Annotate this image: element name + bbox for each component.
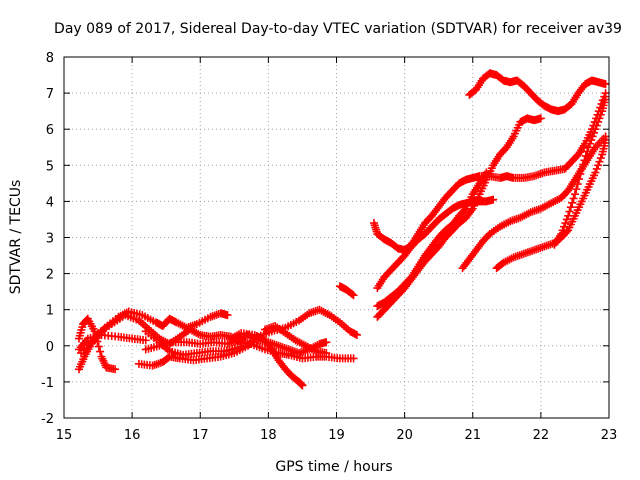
x-tick-label: 16: [124, 428, 141, 443]
data-point-t14: [460, 206, 469, 215]
y-tick-label: 0: [46, 340, 54, 355]
x-tick-label: 21: [464, 428, 481, 443]
data-point-t18: [591, 125, 600, 134]
data-point-t10: [348, 290, 357, 299]
data-point-t1: [111, 365, 120, 374]
y-tick-label: 4: [46, 195, 54, 210]
x-tick-label: 17: [192, 428, 209, 443]
data-point-t18: [558, 226, 567, 235]
data-point-t14: [482, 168, 491, 177]
data-point-t18: [588, 132, 597, 141]
data-point-t18: [569, 194, 578, 203]
data-point-t18: [594, 117, 603, 126]
data-point-t18: [562, 215, 571, 224]
y-tick-label: 1: [46, 304, 54, 319]
data-point-t18: [579, 160, 588, 169]
data-point-t1: [94, 342, 103, 351]
data-points: [74, 69, 610, 390]
data-point-t18: [596, 110, 605, 119]
y-tick-label: 3: [46, 232, 54, 247]
data-point-t8: [298, 381, 307, 390]
data-point-t18: [575, 175, 584, 184]
data-point-t18: [576, 169, 585, 178]
data-point-t3: [223, 311, 232, 320]
data-point-t16: [594, 161, 603, 170]
data-point-t5: [352, 330, 361, 339]
y-axis-label: SDTVAR / TECUs: [8, 180, 24, 295]
x-tick-label: 19: [328, 428, 345, 443]
data-point-t18: [590, 128, 599, 137]
x-tick-label: 18: [260, 428, 277, 443]
y-tick-label: 2: [46, 268, 54, 283]
data-point-t18: [580, 156, 589, 165]
data-point-t18: [601, 92, 610, 101]
data-point-t18: [595, 114, 604, 123]
data-point-t18: [566, 203, 575, 212]
data-point-t13: [467, 206, 476, 215]
x-tick-label: 15: [56, 428, 73, 443]
x-tick-label: 22: [533, 428, 550, 443]
data-point-t6: [349, 354, 358, 363]
chart-title: Day 089 of 2017, Sidereal Day-to-day VTE…: [54, 21, 622, 37]
data-point-t2: [141, 336, 150, 345]
data-point-t18: [587, 136, 596, 145]
y-tick-label: 8: [46, 51, 54, 66]
data-point-t18: [581, 151, 590, 160]
y-tick-label: 6: [46, 123, 54, 138]
y-tick-label: -1: [41, 376, 54, 391]
data-point-t16: [595, 157, 604, 166]
y-tick-label: 5: [46, 159, 54, 174]
data-point-t18: [585, 139, 594, 148]
y-tick-label: -2: [41, 412, 54, 427]
data-point-t7: [322, 338, 331, 347]
data-point-t18: [573, 180, 582, 189]
x-tick-label: 23: [601, 428, 618, 443]
data-point-t13: [536, 114, 545, 123]
data-point-t18: [561, 219, 570, 228]
data-point-t18: [584, 143, 593, 152]
data-point-t1: [96, 347, 105, 356]
x-tick-label: 20: [396, 428, 413, 443]
data-point-t18: [583, 147, 592, 156]
y-tick-label: 7: [46, 87, 54, 102]
data-point-t18: [572, 185, 581, 194]
data-point-t9: [322, 349, 331, 358]
data-point-t18: [577, 164, 586, 173]
x-axis-label: GPS time / hours: [275, 459, 392, 475]
grid: [64, 57, 609, 418]
data-point-t18: [564, 211, 573, 220]
data-point-t12: [489, 195, 498, 204]
data-point-t18: [568, 198, 577, 207]
data-point-t16: [592, 164, 601, 173]
data-point-t10: [349, 291, 358, 300]
data-point-t16: [601, 136, 610, 145]
plot-area-border: [63, 56, 610, 419]
data-point-t18: [570, 190, 579, 199]
data-point-t18: [565, 207, 574, 216]
data-point-t18: [560, 222, 569, 231]
data-point-t16: [562, 227, 571, 236]
data-point-t18: [557, 229, 566, 238]
data-point-t16: [591, 168, 600, 177]
data-point-t16: [596, 154, 605, 163]
data-point-t17: [601, 80, 610, 89]
data-point-t18: [592, 121, 601, 130]
